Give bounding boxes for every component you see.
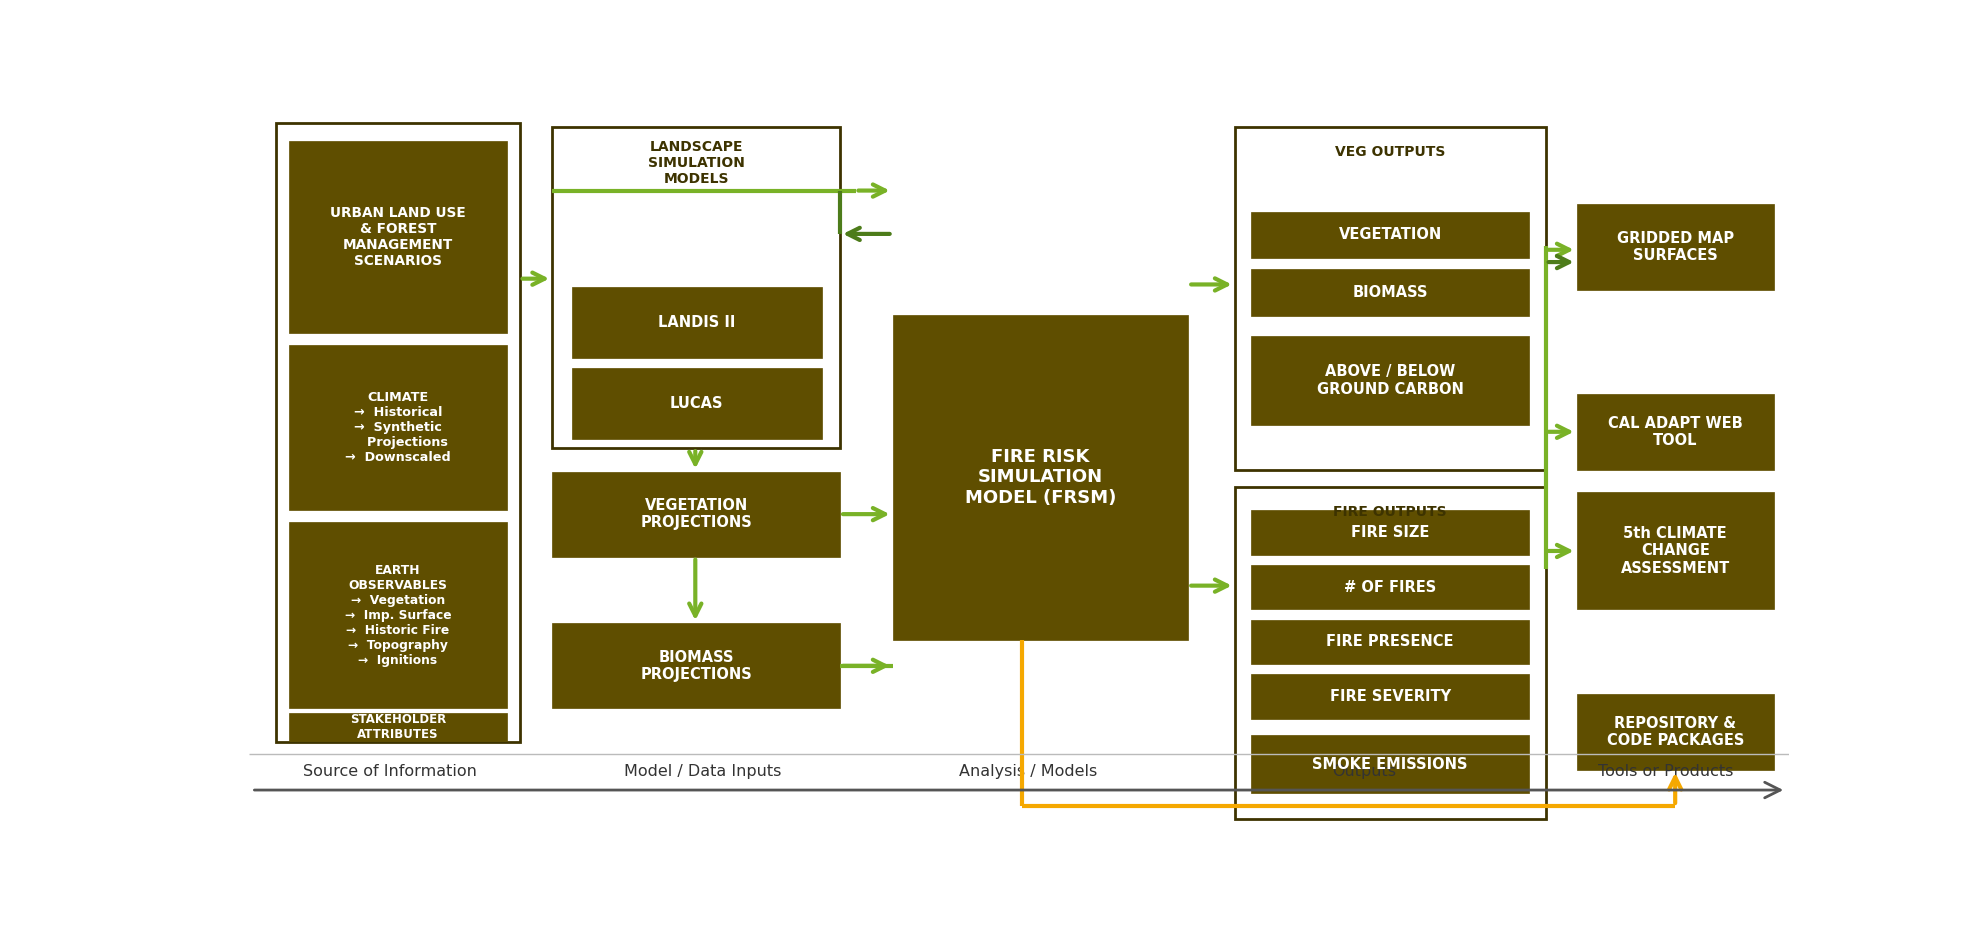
Text: VEGETATION: VEGETATION [1338,228,1441,243]
FancyBboxPatch shape [1576,492,1773,610]
Text: URBAN LAND USE
& FOREST
MANAGEMENT
SCENARIOS: URBAN LAND USE & FOREST MANAGEMENT SCENA… [330,205,465,268]
Text: Source of Information: Source of Information [304,764,477,779]
FancyBboxPatch shape [1576,204,1773,290]
Text: LUCAS: LUCAS [670,396,724,411]
FancyBboxPatch shape [1576,394,1773,470]
Text: GRIDDED MAP
SURFACES: GRIDDED MAP SURFACES [1616,231,1734,263]
Text: BIOMASS: BIOMASS [1352,285,1427,300]
FancyBboxPatch shape [1252,620,1529,664]
Text: LANDIS II: LANDIS II [658,315,736,330]
Text: FIRE RISK
SIMULATION
MODEL (FRSM): FIRE RISK SIMULATION MODEL (FRSM) [964,447,1115,507]
FancyBboxPatch shape [1252,211,1529,259]
Text: FIRE SIZE: FIRE SIZE [1352,524,1429,539]
Text: Tools or Products: Tools or Products [1598,764,1734,779]
Text: EARTH
OBSERVABLES
→  Vegetation
→  Imp. Surface
→  Historic Fire
→  Topography
→: EARTH OBSERVABLES → Vegetation → Imp. Su… [344,564,451,667]
FancyBboxPatch shape [1252,337,1529,425]
FancyBboxPatch shape [553,623,841,708]
Text: FIRE SEVERITY: FIRE SEVERITY [1330,689,1451,704]
Text: ABOVE / BELOW
GROUND CARBON: ABOVE / BELOW GROUND CARBON [1316,364,1463,397]
Text: 5th CLIMATE
CHANGE
ASSESSMENT: 5th CLIMATE CHANGE ASSESSMENT [1620,526,1730,576]
Text: Outputs: Outputs [1332,764,1396,779]
Text: Analysis / Models: Analysis / Models [958,764,1097,779]
Text: FIRE OUTPUTS: FIRE OUTPUTS [1334,505,1447,519]
Text: VEGETATION
PROJECTIONS: VEGETATION PROJECTIONS [640,498,751,530]
FancyBboxPatch shape [276,123,519,742]
Text: CLIMATE
→  Historical
→  Synthetic
    Projections
→  Downscaled: CLIMATE → Historical → Synthetic Project… [346,391,451,464]
FancyBboxPatch shape [1252,510,1529,554]
FancyBboxPatch shape [1576,694,1773,770]
FancyBboxPatch shape [1252,565,1529,610]
Text: REPOSITORY &
CODE PACKAGES: REPOSITORY & CODE PACKAGES [1606,716,1743,749]
Text: SMOKE EMISSIONS: SMOKE EMISSIONS [1312,757,1467,772]
FancyBboxPatch shape [288,345,507,510]
Text: # OF FIRES: # OF FIRES [1344,580,1435,595]
Text: BIOMASS
PROJECTIONS: BIOMASS PROJECTIONS [640,650,751,682]
FancyBboxPatch shape [1235,127,1547,470]
FancyBboxPatch shape [288,522,507,708]
FancyBboxPatch shape [553,127,841,448]
FancyBboxPatch shape [288,142,507,333]
FancyBboxPatch shape [1252,269,1529,316]
FancyBboxPatch shape [1252,674,1529,719]
Text: FIRE PRESENCE: FIRE PRESENCE [1326,634,1453,649]
FancyBboxPatch shape [1252,735,1529,793]
Text: LANDSCAPE
SIMULATION
MODELS: LANDSCAPE SIMULATION MODELS [648,140,746,187]
Text: VEG OUTPUTS: VEG OUTPUTS [1336,145,1445,159]
FancyBboxPatch shape [573,369,821,439]
Text: Model / Data Inputs: Model / Data Inputs [624,764,781,779]
FancyBboxPatch shape [893,315,1189,640]
Text: STAKEHOLDER
ATTRIBUTES: STAKEHOLDER ATTRIBUTES [350,713,445,741]
FancyBboxPatch shape [573,287,821,358]
FancyBboxPatch shape [1235,487,1547,819]
Text: CAL ADAPT WEB
TOOL: CAL ADAPT WEB TOOL [1608,416,1743,448]
FancyBboxPatch shape [553,472,841,557]
FancyBboxPatch shape [288,714,507,741]
